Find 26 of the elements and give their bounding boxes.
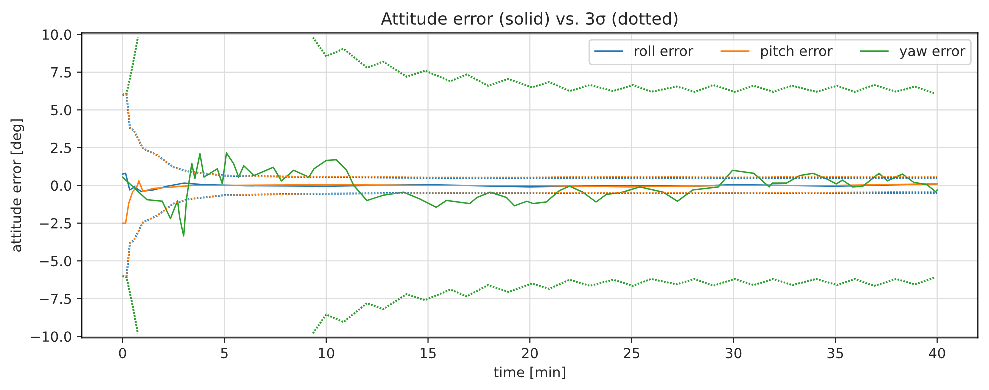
y-tick-label: 10.0 (42, 30, 72, 40)
y-tick-label: 2.5 (51, 142, 72, 154)
chart-title: Attitude error (solid) vs. 3σ (dotted) (381, 12, 678, 28)
legend-label: yaw error (900, 48, 966, 60)
x-axis-title: time [min] (494, 366, 566, 380)
y-tick-label: 5.0 (51, 105, 72, 116)
y-tick-label: −7.5 (40, 294, 72, 304)
line-series (122, 152, 938, 237)
y-tick-label: −10.0 (31, 332, 72, 342)
x-tick-label: 10 (319, 348, 334, 359)
y-axis-title: attitude error [deg] (10, 120, 24, 252)
x-tick-label: 40 (929, 348, 946, 359)
y-tick-label: −2.5 (40, 218, 72, 229)
x-tick-label: 20 (522, 348, 538, 359)
x-tick-label: 0 (119, 348, 126, 359)
legend-label: pitch error (762, 46, 833, 60)
x-tick-label: 15 (420, 348, 436, 359)
x-tick-label: 35 (828, 348, 844, 359)
y-tick-label: 0.0 (51, 180, 72, 192)
x-tick-label: 30 (726, 348, 742, 359)
x-tick-label: 5 (221, 348, 228, 359)
legend-label: roll error (635, 46, 694, 56)
line-series (122, 180, 938, 224)
y-tick-label: −5.0 (40, 256, 72, 267)
y-tick-label: 7.5 (51, 68, 72, 78)
x-tick-label: 25 (624, 348, 640, 359)
